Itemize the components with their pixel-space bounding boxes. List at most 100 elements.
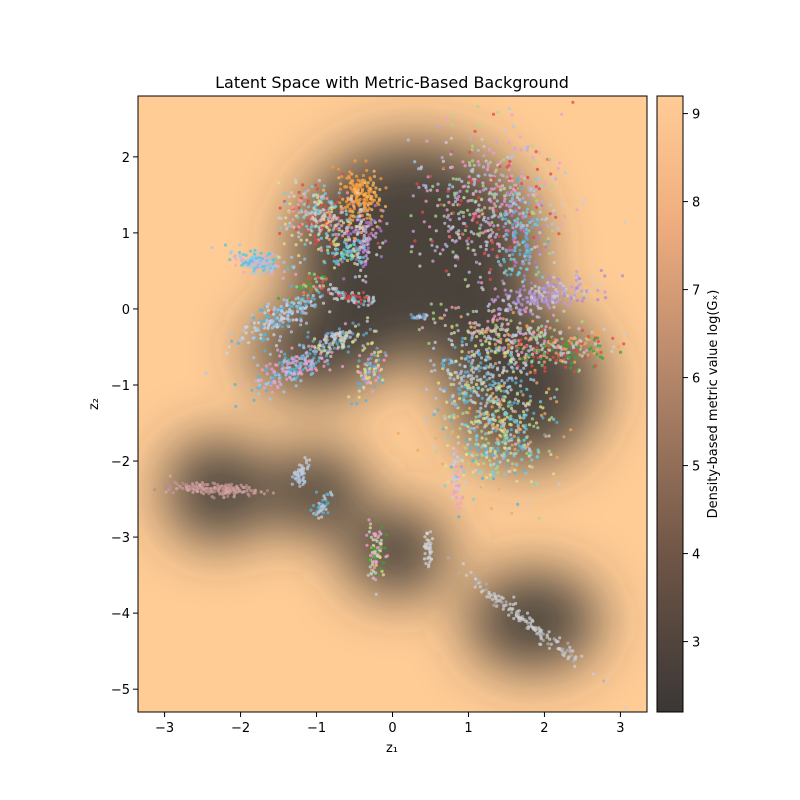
- data-point: [262, 492, 266, 496]
- data-point: [353, 159, 357, 163]
- data-point: [367, 518, 371, 522]
- data-point: [277, 361, 281, 365]
- data-point: [511, 370, 515, 374]
- data-point: [270, 326, 274, 330]
- data-point: [506, 404, 510, 408]
- data-point: [483, 329, 487, 333]
- data-point: [558, 331, 562, 335]
- data-point: [562, 435, 566, 439]
- data-point: [422, 557, 427, 561]
- data-point: [541, 199, 545, 203]
- data-point: [447, 337, 451, 341]
- data-point: [538, 400, 543, 404]
- data-point: [383, 546, 387, 550]
- data-point: [527, 261, 531, 265]
- data-point: [344, 212, 349, 216]
- data-point: [474, 582, 478, 587]
- data-point: [356, 333, 360, 337]
- data-point: [331, 165, 335, 169]
- data-point: [372, 364, 376, 368]
- data-point: [303, 359, 308, 363]
- data-point: [563, 171, 568, 175]
- data-point: [446, 194, 450, 198]
- data-point: [525, 408, 529, 412]
- data-point: [297, 254, 301, 258]
- data-point: [315, 285, 319, 289]
- data-point: [509, 406, 514, 411]
- data-point: [481, 387, 485, 391]
- data-point: [491, 329, 495, 333]
- data-point: [281, 369, 285, 373]
- data-point: [363, 362, 367, 366]
- data-point: [478, 190, 482, 194]
- data-point: [502, 432, 507, 436]
- data-point: [361, 239, 365, 243]
- data-point: [552, 472, 556, 476]
- data-point: [586, 353, 590, 357]
- data-point: [491, 597, 495, 602]
- data-point: [284, 373, 288, 377]
- data-point: [463, 357, 467, 361]
- data-point: [365, 319, 369, 323]
- data-point: [546, 274, 550, 278]
- data-point: [352, 187, 357, 191]
- data-point: [353, 275, 357, 279]
- data-point: [380, 214, 384, 218]
- data-point: [371, 183, 375, 187]
- data-point: [520, 182, 524, 186]
- data-point: [514, 442, 518, 446]
- data-point: [470, 349, 474, 353]
- data-point: [345, 176, 349, 180]
- data-point: [539, 343, 543, 347]
- data-point: [497, 215, 501, 219]
- data-point: [518, 357, 522, 361]
- data-point: [507, 608, 511, 612]
- data-point: [313, 337, 317, 341]
- data-point: [369, 202, 373, 206]
- data-point: [424, 418, 429, 422]
- data-point: [567, 339, 571, 343]
- data-point: [366, 573, 370, 577]
- data-point: [466, 246, 470, 250]
- data-point: [334, 251, 338, 255]
- data-point: [325, 338, 329, 342]
- data-point: [469, 426, 473, 430]
- data-point: [291, 475, 295, 479]
- data-point: [484, 404, 488, 408]
- data-point: [485, 447, 489, 451]
- data-point: [503, 333, 507, 338]
- data-point: [451, 211, 455, 215]
- data-point: [551, 337, 555, 341]
- data-point: [474, 189, 478, 193]
- data-point: [266, 326, 270, 330]
- data-point: [458, 236, 462, 240]
- data-point: [340, 260, 344, 264]
- data-point: [522, 229, 527, 233]
- data-point: [464, 481, 468, 485]
- data-point: [538, 279, 542, 283]
- data-point: [365, 543, 369, 547]
- data-point: [363, 299, 367, 303]
- data-point: [548, 637, 552, 641]
- data-point: [513, 221, 518, 225]
- data-point: [453, 264, 458, 268]
- data-point: [510, 268, 514, 272]
- data-point: [550, 222, 554, 226]
- data-point: [499, 307, 503, 312]
- density-region: [292, 142, 539, 362]
- data-point: [366, 316, 370, 320]
- data-point: [515, 479, 519, 483]
- data-point: [511, 602, 515, 607]
- data-point: [434, 214, 438, 218]
- data-point: [514, 148, 518, 152]
- data-point: [453, 193, 457, 197]
- data-point: [298, 343, 302, 347]
- data-point: [409, 214, 413, 218]
- data-point: [469, 169, 473, 173]
- data-point: [518, 312, 522, 316]
- data-point: [319, 504, 323, 509]
- data-point: [467, 359, 471, 363]
- data-point: [506, 322, 510, 326]
- data-point: [471, 370, 475, 374]
- data-point: [471, 177, 475, 181]
